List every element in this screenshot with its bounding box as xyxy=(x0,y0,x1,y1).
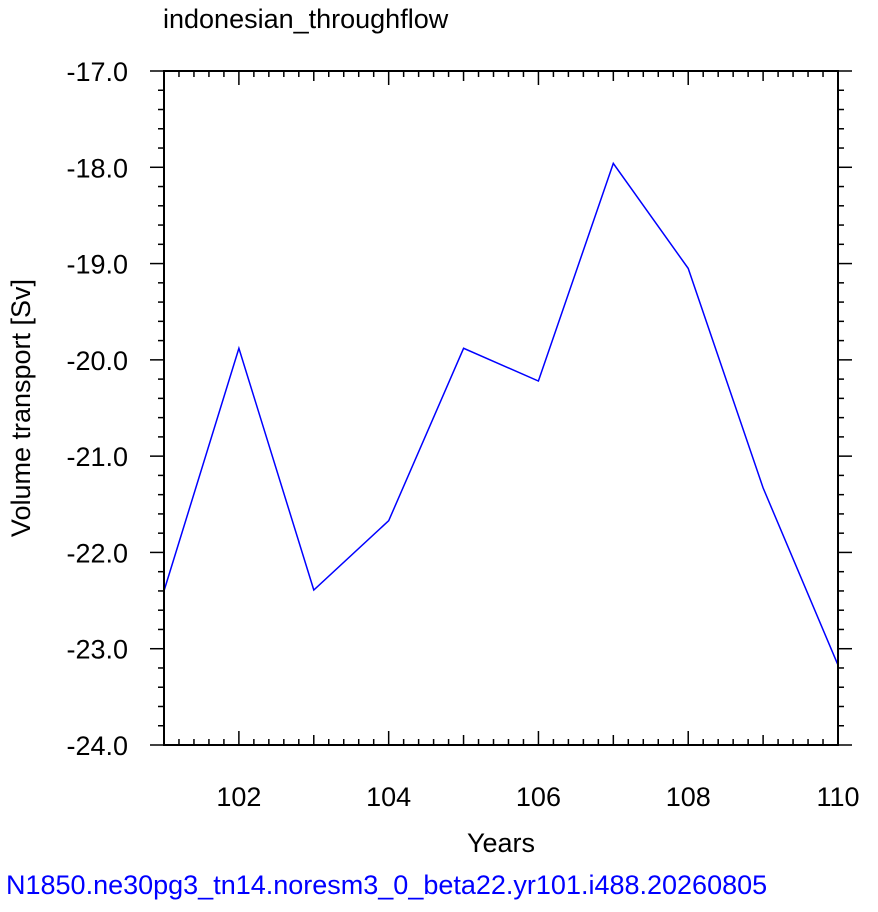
x-tick-label: 108 xyxy=(666,782,711,812)
y-tick-label: -24.0 xyxy=(66,731,128,761)
y-tick-label: -19.0 xyxy=(66,250,128,280)
footer-run-id: N1850.ne30pg3_tn14.noresm3_0_beta22.yr10… xyxy=(6,870,768,900)
y-tick-label: -17.0 xyxy=(66,57,128,87)
y-tick-label: -20.0 xyxy=(66,346,128,376)
x-axis-label: Years xyxy=(467,828,535,858)
axis-ticks xyxy=(150,70,852,746)
series-line xyxy=(163,161,839,666)
y-axis-label: Volume transport [Sv] xyxy=(6,279,36,537)
plot-frame xyxy=(163,70,839,746)
y-tick-label: -22.0 xyxy=(66,538,128,568)
tick-labels: 102 104 106 108 110 -17.0 -18.0 -19.0 -20.0 -21.0… xyxy=(66,57,859,812)
x-tick-label: 110 xyxy=(816,782,859,812)
x-tick-label: 106 xyxy=(516,782,561,812)
chart-title: indonesian_throughflow xyxy=(163,4,449,34)
y-tick-label: -18.0 xyxy=(66,153,128,183)
x-tick-label: 102 xyxy=(216,782,261,812)
y-tick-label: -21.0 xyxy=(66,442,128,472)
x-tick-label: 104 xyxy=(366,782,411,812)
y-tick-label: -23.0 xyxy=(66,635,128,665)
